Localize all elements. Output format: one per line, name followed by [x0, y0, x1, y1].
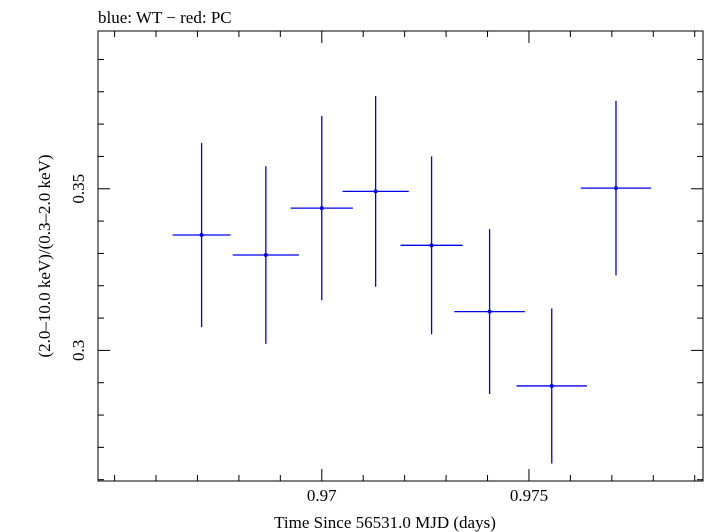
data-point: [172, 142, 231, 328]
y-axis-label: (2.0–10.0 keV)/(0.3–2.0 keV): [35, 154, 54, 357]
data-marker: [199, 232, 204, 237]
axis-tick-labels: 0.97 0.975 0.3 0.35: [69, 174, 548, 505]
y-tick-label: 0.3: [69, 340, 88, 361]
plot-frame: [97, 30, 704, 482]
x-tick-label: 0.97: [307, 486, 337, 505]
x-tick-label: 0.975: [510, 486, 548, 505]
data-marker: [487, 309, 492, 314]
y-tick-label: 0.35: [69, 174, 88, 204]
data-marker: [373, 189, 378, 194]
data-marker: [263, 253, 268, 258]
chart-title: blue: WT − red: PC: [98, 8, 232, 27]
data-marker: [549, 383, 554, 388]
data-series-wt: [172, 95, 652, 464]
data-point: [454, 229, 525, 395]
data-point: [400, 156, 463, 335]
data-marker: [613, 186, 618, 191]
x-axis-label: Time Since 56531.0 MJD (days): [274, 513, 496, 532]
data-point: [516, 308, 587, 464]
data-point: [342, 95, 409, 287]
data-marker: [319, 206, 324, 211]
data-point: [580, 100, 652, 276]
data-marker: [429, 243, 434, 248]
data-point: [290, 116, 353, 301]
axis-ticks: [98, 31, 703, 481]
data-point: [232, 166, 299, 344]
